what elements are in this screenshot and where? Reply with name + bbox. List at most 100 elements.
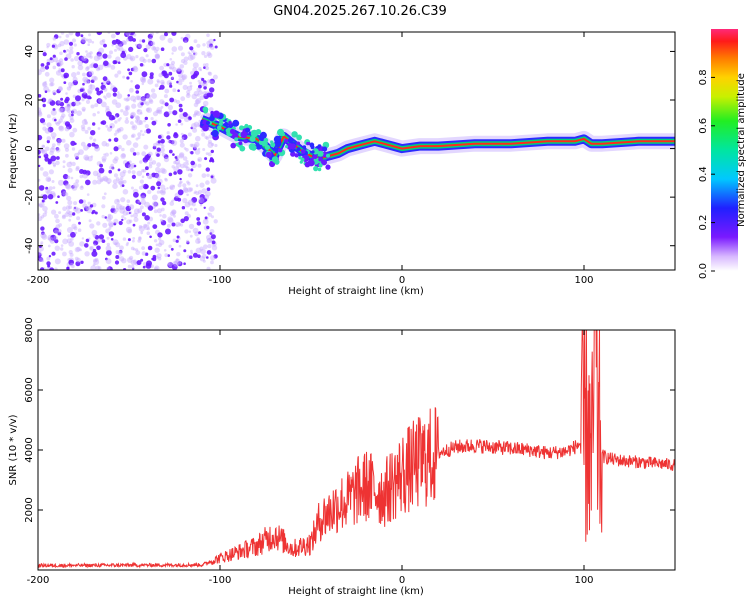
noise-point xyxy=(128,211,132,215)
noise-point xyxy=(72,127,78,133)
noise-point xyxy=(55,147,60,151)
noise-point xyxy=(71,212,76,216)
noise-point xyxy=(78,149,84,156)
noise-point xyxy=(60,74,64,78)
noise-point xyxy=(54,258,61,265)
noise-point xyxy=(122,179,127,184)
noise-point xyxy=(197,254,201,258)
noise-point xyxy=(213,254,218,259)
noise-point xyxy=(125,117,129,120)
noise-point xyxy=(130,121,134,125)
noise-point xyxy=(157,232,163,238)
noise-point xyxy=(44,80,47,84)
noise-point xyxy=(115,32,121,36)
noise-point xyxy=(158,73,163,78)
noise-point xyxy=(135,115,140,120)
noise-point xyxy=(116,199,120,203)
noise-point xyxy=(58,86,63,92)
noise-point xyxy=(109,123,115,129)
noise-point xyxy=(162,190,166,194)
noise-point xyxy=(39,257,44,262)
noise-point xyxy=(127,68,130,72)
y-tick-label: -20 xyxy=(24,189,35,205)
noise-point xyxy=(206,44,211,49)
noise-point xyxy=(193,51,198,56)
noise-point xyxy=(55,201,59,204)
noise-point xyxy=(96,98,103,104)
ridge-blob xyxy=(317,150,324,157)
noise-point xyxy=(38,250,42,256)
ridge-blob xyxy=(250,129,259,138)
noise-point xyxy=(175,158,179,161)
noise-point xyxy=(97,111,100,114)
noise-point xyxy=(52,65,57,70)
noise-point xyxy=(151,92,157,99)
x-tick-label: -200 xyxy=(27,275,50,286)
noise-point xyxy=(146,260,152,267)
noise-point xyxy=(146,94,152,99)
noise-point xyxy=(73,182,79,189)
noise-point xyxy=(180,122,184,126)
noise-point xyxy=(127,161,130,164)
noise-point xyxy=(137,208,143,214)
noise-point xyxy=(58,58,64,63)
noise-point xyxy=(181,206,186,210)
noise-point xyxy=(159,189,164,194)
noise-point xyxy=(163,111,170,118)
ridge-blob xyxy=(259,131,267,139)
noise-point xyxy=(85,99,91,104)
noise-point xyxy=(141,169,145,173)
noise-point xyxy=(156,153,160,157)
ridge-blob xyxy=(250,144,257,151)
noise-point xyxy=(196,93,200,97)
noise-point xyxy=(85,179,91,186)
noise-point xyxy=(53,164,56,168)
noise-point xyxy=(146,231,151,235)
noise-point xyxy=(210,142,215,147)
noise-point xyxy=(163,188,167,191)
noise-point xyxy=(43,153,49,159)
noise-point xyxy=(169,184,175,191)
noise-point xyxy=(66,266,70,270)
noise-point xyxy=(167,217,174,224)
noise-point xyxy=(56,122,60,126)
noise-point xyxy=(79,248,82,252)
noise-point xyxy=(64,183,71,189)
colorbar-tick-label: 0.4 xyxy=(698,166,709,182)
noise-point xyxy=(81,98,85,102)
noise-point xyxy=(184,116,190,123)
noise-point xyxy=(73,43,77,47)
noise-point xyxy=(93,55,100,62)
noise-point xyxy=(84,156,90,161)
noise-point xyxy=(105,105,110,110)
noise-point xyxy=(197,240,201,244)
noise-point xyxy=(165,228,171,235)
noise-point xyxy=(40,63,45,67)
noise-point xyxy=(161,200,167,206)
noise-point xyxy=(117,168,121,172)
noise-point xyxy=(203,66,206,69)
noise-point xyxy=(130,259,137,266)
noise-point xyxy=(106,242,111,247)
noise-point xyxy=(199,182,205,188)
noise-point xyxy=(193,102,199,108)
noise-point xyxy=(70,176,74,180)
ridge-blob xyxy=(302,145,307,149)
noise-point xyxy=(52,108,56,112)
noise-point xyxy=(156,181,162,187)
noise-point xyxy=(108,231,115,237)
noise-point xyxy=(44,90,48,93)
noise-point xyxy=(101,120,107,125)
noise-point xyxy=(181,136,185,140)
noise-point xyxy=(144,215,150,221)
noise-point xyxy=(43,86,49,92)
noise-point xyxy=(179,152,185,158)
noise-point xyxy=(78,55,85,61)
noise-point xyxy=(92,179,98,185)
noise-point xyxy=(48,98,53,103)
noise-point xyxy=(105,257,108,261)
noise-point xyxy=(91,142,96,147)
noise-point xyxy=(71,65,75,69)
noise-point xyxy=(166,187,169,190)
noise-point xyxy=(103,153,106,156)
